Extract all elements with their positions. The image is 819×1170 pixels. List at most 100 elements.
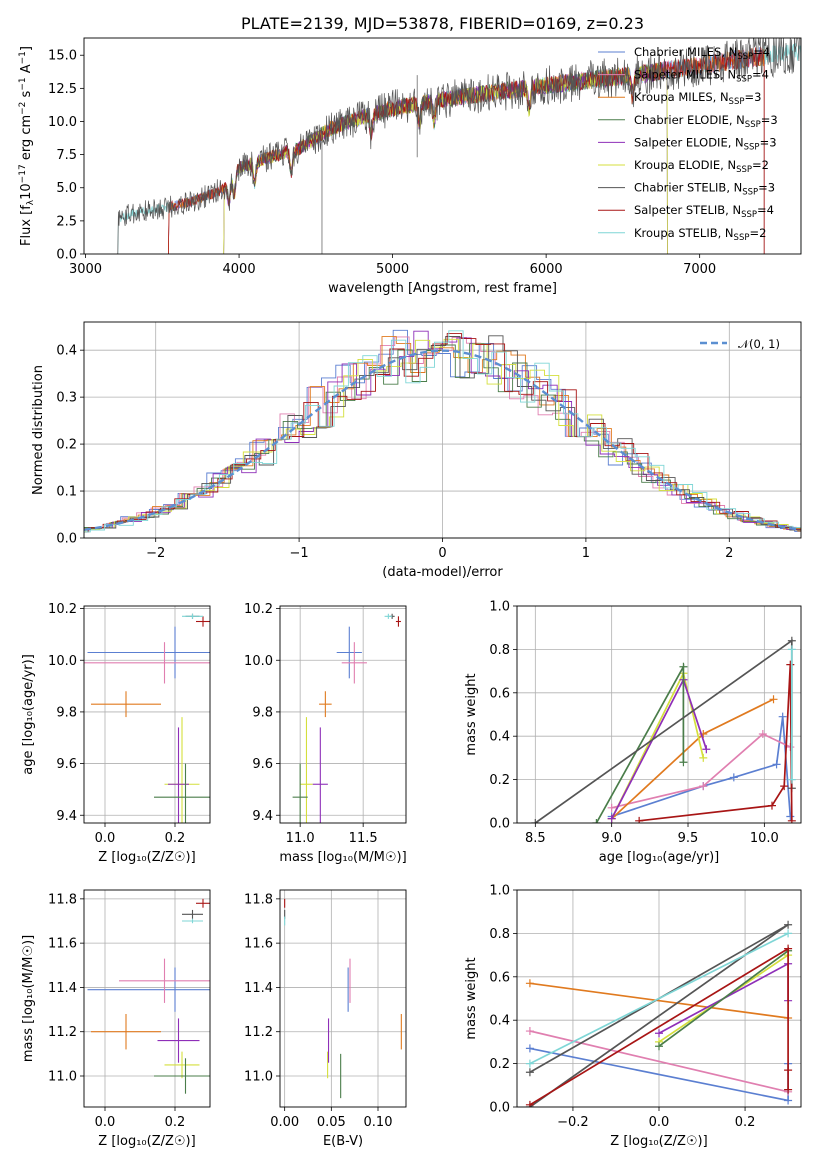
plus-marker [702, 745, 711, 754]
y-tick-label: 11.2 [48, 1025, 77, 1040]
y-tick-label: 10.2 [244, 602, 273, 617]
errorbar-point [196, 898, 210, 908]
plus-marker [525, 1059, 534, 1068]
plus-marker [767, 801, 776, 810]
x-tick-label: −1 [290, 546, 309, 561]
weight-line [611, 716, 792, 818]
legend-entry: Kroupa ELODIE, NSSP=2 [634, 158, 769, 175]
errorbar-point [182, 909, 203, 919]
x-tick-label: 0.2 [165, 1115, 186, 1130]
plus-marker [655, 1042, 663, 1051]
weight-vs-age-axes: 8.5 9.0 9.5 10.0 0.0 0.2 0.4 0.6 0.8 1.0 [489, 600, 801, 846]
y-tick-label: 9.8 [252, 705, 273, 720]
errorbar-point [341, 642, 367, 684]
errorbar-point [91, 1014, 161, 1050]
residuals-frame [83, 321, 802, 539]
spectrum-lines [117, 38, 801, 254]
weight-vs-Z-frame [516, 889, 802, 1108]
plus-marker [784, 944, 793, 953]
y-tick-label: 10.0 [48, 654, 77, 669]
y-tick-label: 0.6 [489, 686, 510, 701]
y-tick-label: 11.6 [244, 937, 273, 952]
plus-marker [772, 760, 781, 769]
x-tick-label: 0.0 [649, 1115, 670, 1130]
errorbar-point [182, 918, 203, 924]
y-tick-label: 7.5 [56, 148, 77, 163]
histogram-step [84, 330, 801, 533]
x-tick-label: 7000 [683, 262, 716, 277]
plus-marker [525, 979, 534, 988]
legend-entry: Salpeter STELIB, NSSP=4 [634, 203, 774, 220]
y-tick-label: 9.6 [252, 757, 273, 772]
spectrum-series-line [117, 38, 801, 254]
x-axis-label: Z [log₁₀(Z/Z☉)] [98, 850, 195, 865]
plus-marker [784, 1066, 793, 1075]
y-tick-label: 9.4 [56, 809, 77, 824]
plus-marker [729, 773, 738, 782]
y-tick-label: 1.0 [489, 600, 510, 615]
weight-line [529, 947, 789, 1106]
x-tick-label: 3000 [69, 262, 102, 277]
errorbar-point [395, 616, 401, 627]
y-tick-label: 10.2 [48, 602, 77, 617]
x-axis-label: Z [log₁₀(Z/Z☉)] [98, 1134, 195, 1149]
plus-marker [758, 730, 767, 739]
y-tick-label: 11.8 [244, 892, 273, 907]
x-tick-label: 5000 [376, 262, 409, 277]
x-tick-label: 4000 [223, 262, 256, 277]
plus-marker [699, 782, 708, 791]
histogram-step [84, 333, 801, 533]
age-vs-mass-points [292, 613, 401, 823]
y-tick-label: 0.1 [56, 485, 77, 500]
weight-line [658, 950, 789, 1047]
x-tick-label: 0.0 [95, 831, 116, 846]
legend-entry: Kroupa STELIB, NSSP=2 [634, 226, 766, 243]
errorbar-point [312, 727, 328, 823]
errorbar-point [91, 691, 161, 718]
x-tick-label: 0.10 [364, 1115, 393, 1130]
y-tick-label: 0.4 [56, 344, 77, 359]
errorbar-point [119, 958, 210, 1003]
y-tick-label: 15.0 [48, 49, 77, 64]
weight-line [529, 982, 789, 1019]
y-axis-label: mass weight [464, 957, 479, 1039]
mass-vs-EBV-points [284, 898, 402, 1099]
x-tick-label: 8.5 [525, 831, 546, 846]
x-tick-label: 0.05 [317, 1115, 346, 1130]
errorbar-point [154, 1058, 210, 1094]
y-tick-label: 11.6 [48, 937, 77, 952]
age-vs-mass-axes: 11.0 11.5 9.4 9.6 9.8 10.0 10.2 [244, 602, 406, 846]
errorbar-point [336, 626, 362, 679]
plus-marker [784, 929, 793, 938]
legend-entry: Chabrier ELODIE, NSSP=3 [634, 113, 778, 130]
y-tick-label: 0.8 [489, 643, 510, 658]
y-tick-label: 9.8 [56, 705, 77, 720]
y-tick-label: 11.0 [244, 1070, 273, 1085]
y-tick-label: 11.4 [48, 981, 77, 996]
x-tick-label: 9.0 [601, 831, 622, 846]
y-tick-label: 9.4 [252, 809, 273, 824]
chart-title: PLATE=2139, MJD=53878, FIBERID=0169, z=0… [241, 14, 644, 33]
y-tick-label: 11.0 [48, 1070, 77, 1085]
errorbar-point [84, 642, 210, 684]
y-tick-label: 0.3 [56, 391, 77, 406]
mass-vs-Z-frame [83, 889, 211, 1108]
y-tick-label: 10.0 [244, 654, 273, 669]
plus-marker [787, 645, 796, 654]
x-axis-label: E(B-V) [323, 1134, 363, 1149]
plus-marker [607, 814, 616, 823]
y-tick-label: 0.0 [56, 532, 77, 547]
plus-marker [769, 695, 778, 704]
legend-entry: Chabrier MILES, NSSP=4 [634, 45, 770, 62]
weight-line [639, 664, 793, 822]
residual-histograms [84, 329, 801, 533]
errorbar-point [300, 717, 313, 823]
x-tick-label: 0 [438, 546, 446, 561]
spectrum-legend: Chabrier MILES, NSSP=4 Salpeter MILES, NS… [598, 45, 778, 243]
errorbar-point [164, 1051, 200, 1079]
mass-vs-Z-axes: 0.0 0.2 11.0 11.2 11.4 11.6 11.8 [48, 890, 210, 1130]
x-tick-label: 0.2 [735, 1115, 756, 1130]
y-tick-label: 12.5 [48, 82, 77, 97]
y-tick-label: 9.6 [56, 757, 77, 772]
